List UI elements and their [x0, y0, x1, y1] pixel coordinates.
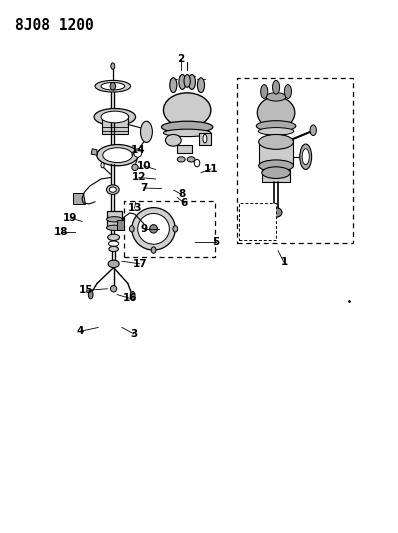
Text: 12: 12	[132, 172, 146, 182]
Bar	[177, 144, 192, 152]
Text: 8J08 1200: 8J08 1200	[15, 18, 94, 34]
Bar	[102, 115, 128, 134]
Ellipse shape	[108, 234, 119, 240]
Text: 10: 10	[137, 161, 151, 171]
Text: 14: 14	[131, 145, 145, 155]
Ellipse shape	[151, 247, 156, 253]
Ellipse shape	[259, 160, 293, 172]
Ellipse shape	[109, 246, 118, 252]
Text: 9: 9	[140, 224, 147, 235]
Ellipse shape	[111, 63, 115, 69]
Text: 3: 3	[130, 329, 137, 339]
Ellipse shape	[164, 129, 211, 136]
Ellipse shape	[203, 134, 207, 143]
Text: 6: 6	[181, 198, 188, 208]
Text: 17: 17	[133, 259, 147, 269]
Ellipse shape	[164, 93, 211, 127]
Ellipse shape	[266, 93, 286, 101]
Ellipse shape	[173, 225, 178, 232]
Ellipse shape	[177, 157, 185, 162]
Ellipse shape	[110, 83, 115, 90]
Text: 15: 15	[79, 285, 94, 295]
Ellipse shape	[259, 134, 293, 149]
Ellipse shape	[300, 144, 312, 169]
Ellipse shape	[132, 164, 138, 171]
Text: 5: 5	[213, 237, 220, 247]
Ellipse shape	[107, 216, 122, 222]
Text: 2: 2	[178, 54, 185, 63]
Text: 19: 19	[63, 213, 77, 223]
Text: 4: 4	[77, 326, 84, 336]
Ellipse shape	[95, 80, 131, 92]
Text: 7: 7	[140, 183, 147, 193]
Ellipse shape	[109, 241, 119, 246]
Ellipse shape	[101, 163, 104, 168]
Text: 16: 16	[123, 293, 137, 303]
Bar	[259, 139, 293, 166]
Ellipse shape	[262, 167, 290, 179]
Ellipse shape	[150, 224, 158, 233]
Ellipse shape	[101, 83, 125, 90]
Ellipse shape	[261, 85, 268, 99]
Bar	[117, 220, 123, 230]
Ellipse shape	[284, 85, 291, 99]
Ellipse shape	[108, 260, 119, 268]
Ellipse shape	[101, 111, 129, 123]
Ellipse shape	[134, 149, 142, 157]
Bar	[107, 211, 122, 228]
Ellipse shape	[310, 125, 316, 135]
Ellipse shape	[107, 185, 119, 195]
Polygon shape	[91, 149, 97, 155]
Ellipse shape	[103, 148, 133, 163]
Text: 11: 11	[204, 164, 218, 174]
Ellipse shape	[166, 134, 181, 146]
Ellipse shape	[132, 208, 175, 250]
Ellipse shape	[194, 159, 200, 167]
Ellipse shape	[130, 292, 135, 300]
Ellipse shape	[129, 225, 134, 232]
Ellipse shape	[187, 157, 195, 162]
Ellipse shape	[188, 75, 195, 90]
Ellipse shape	[270, 208, 282, 217]
Bar	[199, 133, 211, 144]
Text: 8: 8	[178, 189, 185, 199]
Text: 18: 18	[54, 227, 69, 237]
Bar	[124, 201, 215, 257]
Ellipse shape	[140, 121, 152, 142]
Ellipse shape	[94, 109, 136, 125]
Ellipse shape	[107, 225, 122, 230]
Bar	[236, 78, 353, 243]
Ellipse shape	[111, 286, 117, 292]
Text: 13: 13	[127, 203, 142, 213]
Ellipse shape	[257, 97, 295, 128]
Ellipse shape	[256, 120, 296, 131]
Ellipse shape	[138, 214, 170, 244]
Ellipse shape	[97, 144, 139, 166]
Ellipse shape	[184, 75, 190, 87]
Text: 1: 1	[280, 257, 288, 267]
Ellipse shape	[197, 78, 205, 93]
Bar	[262, 170, 290, 182]
Ellipse shape	[179, 75, 186, 90]
Ellipse shape	[109, 187, 116, 192]
Polygon shape	[73, 193, 85, 204]
Ellipse shape	[302, 149, 309, 165]
Ellipse shape	[88, 290, 93, 299]
Polygon shape	[137, 150, 140, 156]
Ellipse shape	[273, 80, 280, 94]
Bar	[238, 203, 276, 240]
Ellipse shape	[258, 127, 294, 135]
Ellipse shape	[162, 121, 213, 133]
Ellipse shape	[170, 78, 177, 93]
